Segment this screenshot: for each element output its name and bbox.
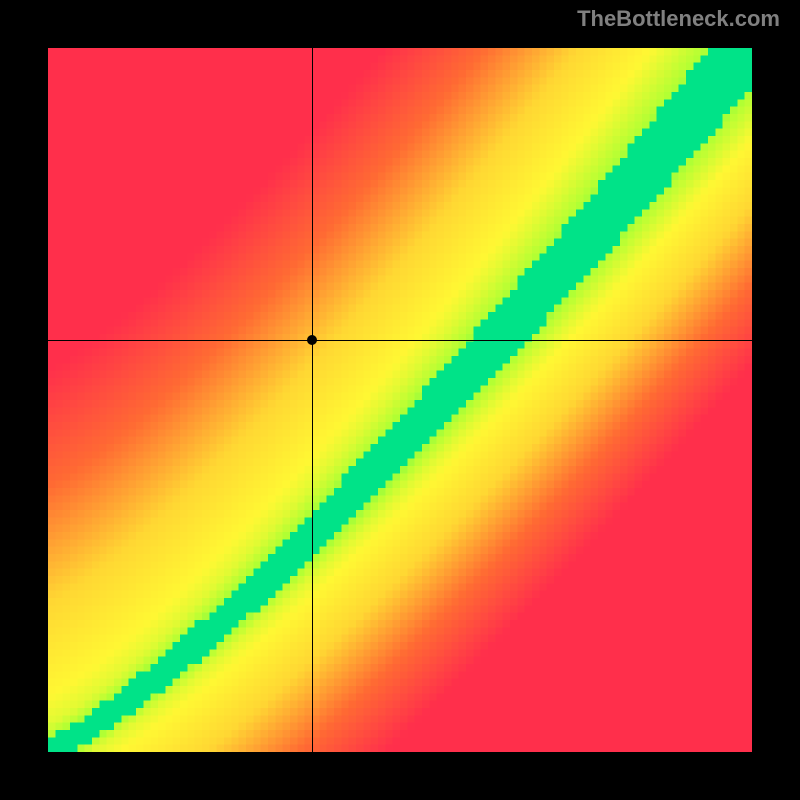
heatmap-chart	[48, 48, 752, 752]
watermark-text: TheBottleneck.com	[577, 6, 780, 32]
crosshair-vertical	[312, 48, 313, 752]
heatmap-canvas	[48, 48, 752, 752]
marker-dot	[307, 335, 317, 345]
crosshair-horizontal	[48, 340, 752, 341]
